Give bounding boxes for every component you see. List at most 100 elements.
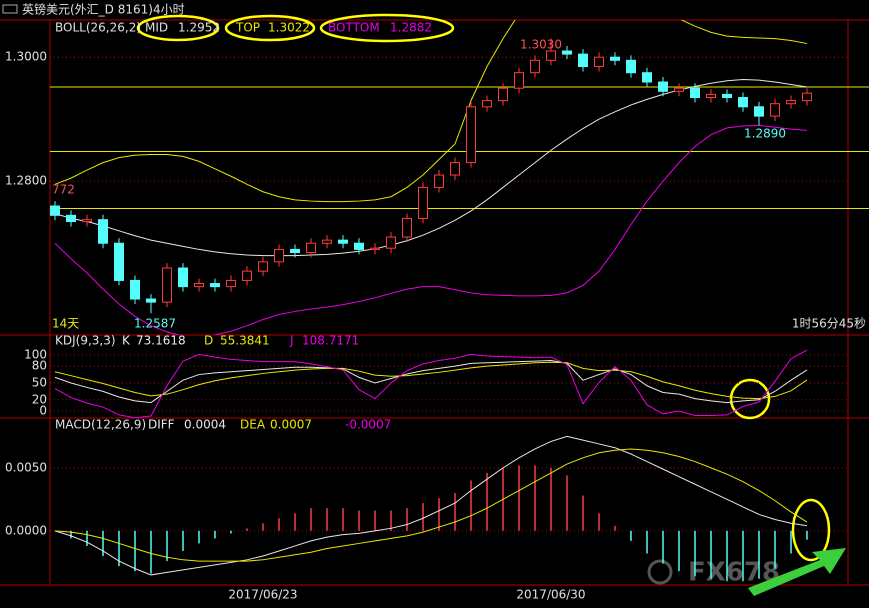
- indicator-line: [54, 360, 808, 404]
- highlight: [136, 14, 220, 42]
- watermark-logo: [647, 559, 673, 585]
- indicator-line: [54, 435, 808, 576]
- candle-body: [738, 97, 748, 108]
- candle-body: [674, 87, 684, 92]
- y-tick-label: 100: [24, 347, 47, 361]
- candle-body: [210, 283, 220, 288]
- candle-body: [50, 205, 60, 216]
- legend-name: BOTTOM: [328, 21, 380, 35]
- candle-body: [754, 106, 764, 117]
- y-tick-label: 1.3000: [5, 50, 47, 64]
- candle-body: [402, 217, 412, 238]
- candle-body: [242, 270, 252, 281]
- candle-body: [546, 50, 556, 61]
- candle-body: [130, 279, 140, 300]
- candle-body: [354, 242, 364, 250]
- price-annotation: 1.3030: [520, 38, 562, 52]
- candle-body: [722, 93, 732, 99]
- legend-name: J: [289, 334, 294, 348]
- candle-body: [386, 236, 396, 249]
- legend-value: 1.2952: [178, 21, 220, 35]
- candle-body: [450, 162, 460, 176]
- legend-name: DEA: [240, 418, 266, 432]
- candle-body: [802, 92, 812, 102]
- timer: 1时56分45秒: [792, 317, 866, 331]
- x-tick-label: 2017/06/23: [228, 588, 297, 602]
- candle-body: [642, 72, 652, 83]
- candle-body: [498, 87, 508, 102]
- candle-body: [594, 56, 604, 68]
- highlight: [729, 378, 771, 420]
- candle-body: [562, 50, 572, 55]
- candle-body: [770, 103, 780, 117]
- candle-body: [434, 174, 444, 188]
- candle-body: [290, 248, 300, 254]
- candle-body: [146, 298, 156, 303]
- days-label: 14天: [52, 317, 79, 331]
- candle-body: [258, 261, 268, 272]
- candle-body: [322, 239, 332, 244]
- y-tick-label: 80: [32, 359, 47, 373]
- candle-body: [530, 59, 540, 74]
- candle-body: [626, 59, 636, 74]
- price-annotation: 1.2587: [134, 317, 176, 331]
- title: 英镑美元(外汇_D 8161)4小时: [22, 2, 185, 17]
- y-tick-label: 1.2800: [5, 174, 47, 188]
- indicator-label: MACD(12,26,9): [55, 418, 146, 432]
- candle-body: [514, 72, 524, 89]
- candle-body: [98, 219, 108, 244]
- legend-name: D: [204, 334, 213, 348]
- indicator-label: KDJ(9,3,3): [55, 334, 116, 348]
- candle-body: [466, 106, 476, 164]
- legend-value: 0.0007: [270, 418, 312, 432]
- y-tick-label: 0: [39, 403, 47, 417]
- y-tick-label: 50: [32, 375, 47, 389]
- candle-body: [306, 242, 316, 254]
- candle-body: [178, 267, 188, 288]
- legend-name: MID: [145, 21, 168, 35]
- indicator-line: [54, 349, 808, 418]
- highlight: [319, 13, 455, 43]
- price-annotation: 1.2890: [744, 127, 786, 141]
- indicator-line: [54, 361, 808, 400]
- legend-value: 1.2882: [390, 21, 432, 35]
- candle-body: [418, 186, 428, 219]
- price-annotation: 772: [52, 183, 75, 197]
- indicator-line: [54, 448, 808, 562]
- candle-body: [162, 267, 172, 303]
- candle-body: [482, 100, 492, 108]
- highlight: [224, 14, 316, 42]
- legend-name: DIFF: [148, 418, 175, 432]
- candle-body: [706, 93, 716, 99]
- legend-value: -0.0007: [345, 418, 391, 432]
- candle-body: [66, 214, 76, 223]
- candle-body: [690, 87, 700, 99]
- highlight: [791, 498, 831, 562]
- y-tick-label: 0.0000: [5, 523, 47, 537]
- indicator-line: [54, 124, 808, 335]
- legend-value: 55.3841: [220, 334, 270, 348]
- candle-body: [114, 242, 124, 281]
- candle-body: [274, 248, 284, 263]
- y-tick-label: 20: [32, 392, 47, 406]
- legend-name: K: [122, 334, 131, 348]
- window-icon: [2, 4, 18, 14]
- indicator-label: BOLL(26,26,2): [55, 21, 141, 35]
- candle-body: [370, 247, 380, 250]
- candle-body: [786, 100, 796, 105]
- candle-body: [226, 279, 236, 288]
- candle-body: [610, 56, 620, 61]
- x-tick-label: 2017/06/30: [516, 588, 585, 602]
- y-tick-label: 0.0050: [5, 460, 47, 474]
- candle-body: [194, 283, 204, 288]
- candle-body: [578, 53, 588, 68]
- legend-value: 0.0004: [184, 418, 226, 432]
- arrow: [748, 548, 846, 596]
- candle-body: [82, 219, 92, 223]
- legend-value: 108.7171: [302, 334, 359, 348]
- legend-value: 1.3022: [268, 21, 310, 35]
- legend-name: TOP: [235, 21, 260, 35]
